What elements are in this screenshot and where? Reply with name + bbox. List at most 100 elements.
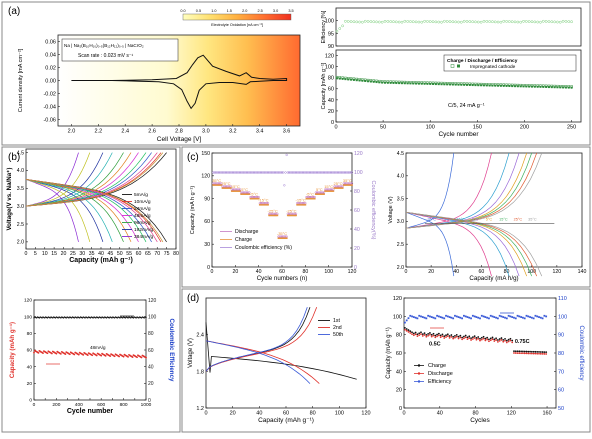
b2-efficiency-point (140, 317, 143, 319)
d2-charge-point (454, 334, 456, 337)
c1-discharge-point (346, 182, 349, 185)
b1-discharge-curve (25, 179, 91, 242)
a2-efficiency-point (465, 20, 469, 23)
c1-ce-point (333, 171, 336, 174)
c1-discharge-point (325, 188, 328, 191)
c1-temp-label: -5°C (306, 192, 314, 197)
d1-xlabel: Capacity (mAh g⁻¹) (258, 417, 314, 424)
a2-discharge-point (392, 81, 395, 84)
b1-axes: 0 5 10 15 20 25 30 35 40 45 50 55 60 65 70 75 80 2.0 2.5 3.… (17, 148, 179, 257)
c1-discharge-point (273, 212, 277, 215)
b2-efficiency-point (95, 317, 97, 319)
d2-efficiency-point (441, 316, 444, 319)
d2-charge-point (514, 350, 517, 353)
d2-charge-point (541, 351, 544, 353)
a2-efficiency-point (392, 20, 395, 24)
d2-charge-point (545, 351, 548, 354)
a2-discharge-point (533, 85, 536, 88)
b2-capacity-point (86, 354, 89, 356)
d2-charge-point (513, 350, 515, 353)
c2-temp-label: -15°C (455, 217, 465, 221)
b1-xtick-label: 45 (107, 251, 113, 257)
a2-discharge-point (477, 84, 480, 87)
c1-discharge-point (263, 202, 266, 205)
b2-capacity-point (73, 353, 76, 356)
b2-capacity-point (136, 356, 138, 359)
c2-xtick-label: 140 (578, 269, 587, 275)
a2-efficiency-point (355, 20, 359, 24)
c1-ce-point (238, 171, 242, 174)
c1-charge-point (292, 214, 295, 217)
c1-ce-point (297, 171, 300, 174)
d2-efficiency-point (434, 317, 437, 320)
b2-capacity-point (127, 355, 129, 358)
c1-discharge-point (293, 212, 296, 215)
b2-capacity-point (77, 353, 80, 356)
c1-charge-point (314, 193, 317, 195)
c1-discharge-point (335, 185, 338, 188)
d2-discharge-point (504, 339, 506, 342)
c1-charge-point (239, 190, 241, 192)
c1-ce-point (244, 171, 247, 174)
c1-ce-point (230, 171, 233, 174)
a2-top-ytick-label: 90 (328, 44, 334, 50)
d2-charge-point (479, 337, 481, 340)
a2-efficiency-point (482, 19, 486, 23)
d2-efficiency-point (429, 315, 431, 318)
a1-xtick-label: 2.0 (68, 129, 76, 135)
d2-discharge-point (437, 334, 440, 337)
c1-temp-label: -25°C (268, 208, 278, 213)
b2-efficiency-point (57, 317, 59, 319)
c1-charge-point (230, 190, 233, 192)
a2-discharge-point (406, 82, 409, 85)
a2-discharge-point (434, 83, 437, 86)
a2-efficiency-point (403, 19, 407, 23)
a2-ytick-label: 60 (328, 87, 334, 93)
c1-discharge-point (304, 202, 307, 205)
d2-discharge-point (463, 337, 465, 340)
d2-discharge-point (475, 338, 478, 341)
c1-charge-point (234, 190, 237, 192)
a2-discharge-point (454, 83, 457, 86)
b2-efficiency-point (78, 317, 81, 319)
d2-charge-point (480, 336, 483, 339)
d1-discharge-curve (205, 322, 357, 380)
d2-efficiency-point (459, 316, 462, 319)
c1-temp-label: 5°C (316, 187, 323, 192)
a2-discharge-point (400, 82, 403, 85)
c1-discharge-point (282, 235, 285, 238)
c1-ce-point (242, 171, 245, 174)
c1-ce-point (350, 171, 354, 174)
c1-charge-point (250, 197, 253, 200)
b1-ytick-label: 2.0 (17, 240, 24, 246)
b2-efficiency-point (143, 317, 145, 319)
b1-discharge-curve (25, 179, 79, 242)
c1-charge-point (279, 237, 282, 240)
c1-ce-point (322, 171, 326, 174)
c2-ytick-label: 4.0 (397, 174, 404, 180)
b2-efficiency-point (73, 317, 76, 319)
c1-xtick-label: 60 (279, 269, 285, 275)
c1-discharge-point (244, 191, 247, 194)
d2-charge-point (421, 333, 424, 335)
c1-ce-point (329, 171, 333, 174)
c1-ce-point (349, 171, 352, 174)
c1-ce-point (342, 171, 345, 174)
b1-xtick-label: 5 (34, 251, 37, 257)
a2-discharge-point (358, 79, 361, 82)
a1-colorbar-tick: 2.0 (242, 9, 247, 13)
d1-discharge-curve (205, 340, 311, 384)
c1-ce-point (321, 171, 324, 174)
a2-discharge-point (457, 83, 460, 86)
d2-efficiency-point (452, 317, 455, 320)
c1-charge-point (277, 237, 280, 240)
c1-ce-point (266, 171, 270, 174)
d2-efficiency-point (493, 316, 496, 318)
c1-charge-point (246, 193, 248, 195)
a2-discharge-point (355, 79, 358, 82)
c1-y2tick-label: 120 (354, 151, 363, 157)
a2-efficiency-point (485, 20, 489, 23)
c1-discharge-point (299, 202, 302, 205)
a2-efficiency-point (445, 20, 449, 23)
d1-legend-label: 1st (333, 318, 340, 324)
